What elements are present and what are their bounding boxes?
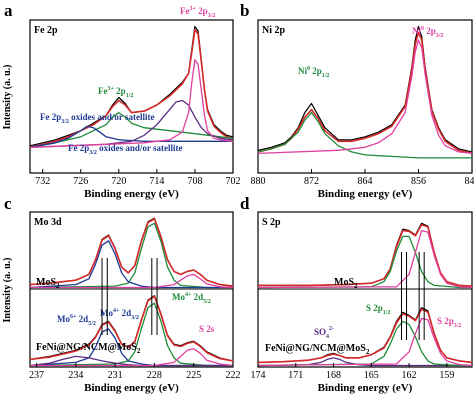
x-tick-label: 872 [304, 176, 319, 187]
x-tick-label: 864 [358, 176, 373, 187]
x-axis-label: Binding energy (eV) [318, 382, 413, 394]
x-tick-label: 222 [226, 370, 241, 381]
x-tick-label: 732 [35, 176, 50, 187]
annotation-1: Ni0 2p3/2 [412, 26, 443, 39]
annotation-3: S 2s [199, 324, 215, 334]
series-component-3 [257, 39, 473, 155]
sample-label-0: MoS2 [334, 277, 358, 290]
x-tick-label: 726 [73, 176, 88, 187]
panel-title: S 2p [262, 217, 281, 228]
annotation-0: Ni0 2p1/2 [298, 66, 329, 79]
panel-title: Mo 3d [34, 217, 62, 228]
series-raw-0 [29, 25, 234, 147]
panel-d: 174 171 168 165 162 159 Binding energy (eV) d S … [240, 194, 473, 394]
x-tick-label: 165 [364, 370, 379, 381]
x-tick-label: 159 [439, 370, 454, 381]
series-fit-lower-5 [257, 308, 473, 364]
series-component-upper-2 [257, 235, 472, 289]
x-axis-label: Binding energy (eV) [84, 188, 179, 200]
x-tick-label: 848 [465, 176, 474, 187]
series-fit-upper-1 [258, 224, 473, 287]
axes-frame [257, 19, 473, 174]
sample-label-1: FeNi@NG/NCM@MoS2 [265, 343, 370, 356]
panel-c: 237 234 231 228 225 222 Binding energy (eV) Int… [2, 194, 241, 394]
panel-b: 880 872 864 856 848 Binding energy (eV) b Ni 2p… [240, 1, 474, 200]
sample-label-1: FeNi@NG/NCM@MoS2 [36, 342, 141, 355]
series-fit-1 [257, 31, 473, 155]
series-component-lower-9 [29, 355, 233, 367]
x-tick-label: 856 [411, 176, 426, 187]
panel-title: Ni 2p [262, 25, 286, 36]
series-component-upper-2 [29, 222, 233, 289]
panel-label: d [240, 194, 250, 213]
panel-label: b [240, 1, 249, 20]
x-tick-label: 225 [186, 370, 201, 381]
x-tick-label: 702 [226, 176, 241, 187]
series-component-4 [29, 99, 234, 148]
axes-frame [29, 19, 234, 174]
series-component-lower-8 [29, 328, 233, 367]
annotation-1: Fe3+ 2p1/2 [98, 86, 133, 99]
x-tick-label: 234 [68, 370, 83, 381]
x-tick-label: 720 [111, 176, 126, 187]
series-component-lower-8 [257, 317, 473, 367]
series-component-upper-3 [29, 240, 233, 289]
series-fit-lower-6 [29, 295, 234, 362]
panel-a: 732 726 720 714 708 702 Binding energy (eV) Int… [2, 1, 241, 200]
series-component-lower-7 [257, 320, 472, 367]
x-tick-label: 880 [251, 176, 266, 187]
annotation-0: Mo4+ 2d3/2 [100, 308, 139, 321]
series-fit-1 [29, 28, 234, 149]
series-component-upper-3 [257, 229, 473, 289]
x-tick-label: 714 [149, 176, 164, 187]
x-axis-label: Binding energy (eV) [84, 382, 179, 394]
annotation-1: S 2p1/2 [366, 303, 390, 316]
panel-label: c [4, 194, 12, 213]
annotation-0: Fe 2p3/2 oxides and/or satellite [40, 112, 155, 125]
panel-title: Fe 2p [34, 25, 58, 36]
x-tick-label: 237 [29, 370, 44, 381]
sample-label-0: MoS2 [36, 277, 60, 290]
y-axis-label: Intensity (a. u.) [2, 257, 13, 322]
x-tick-label: 231 [108, 370, 123, 381]
annotation-2: S 2p3/2 [437, 316, 461, 329]
series-component-lower-10 [30, 348, 234, 367]
x-tick-label: 171 [288, 370, 303, 381]
series-component-2 [257, 111, 472, 159]
y-axis-label: Intensity (a. u.) [2, 64, 13, 129]
x-axis-label: Binding energy (eV) [318, 188, 413, 200]
series-component-upper-4 [30, 273, 234, 289]
x-tick-label: 168 [326, 370, 341, 381]
x-tick-label: 162 [402, 370, 417, 381]
annotation-0: SO42- [314, 326, 334, 340]
panel-label: a [4, 1, 13, 20]
annotation-2: Fe3+ 2p3/2 [180, 6, 215, 19]
series-fit-upper-1 [29, 218, 234, 287]
series-component-3 [29, 125, 233, 148]
annotation-3: Fe 2p3/2 oxides and/or satellite [68, 143, 183, 156]
x-tick-label: 228 [147, 370, 162, 381]
series-raw-upper-0 [258, 222, 473, 287]
x-tick-label: 708 [187, 176, 202, 187]
x-tick-label: 174 [251, 370, 266, 381]
annotation-1: Mo4+ 2d5/2 [172, 292, 211, 305]
series-component-2 [29, 111, 234, 148]
series-component-lower-6 [257, 357, 472, 367]
series-component-5 [29, 59, 234, 148]
annotation-2: Mo6+ 2d5/2 [57, 314, 96, 327]
